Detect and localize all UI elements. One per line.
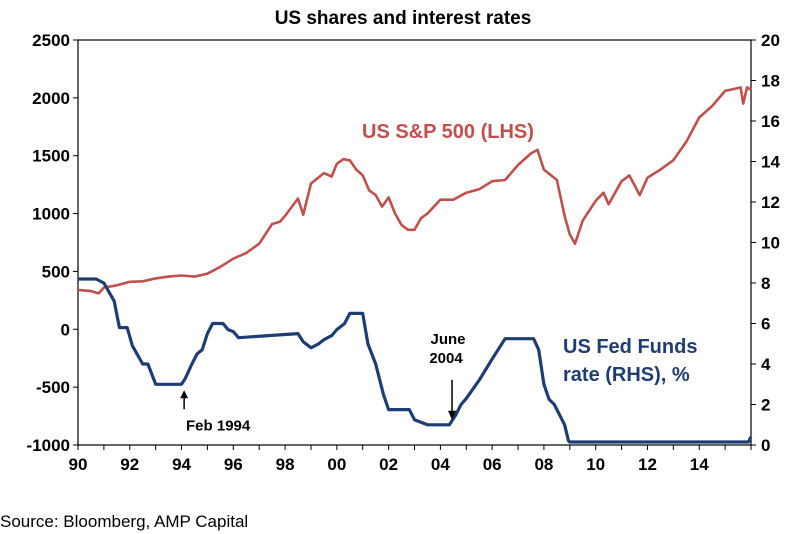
left-tick-label: -500 — [36, 378, 70, 397]
annotation-label: June — [431, 331, 466, 348]
left-tick-label: -1000 — [27, 436, 70, 455]
series-label-fed-funds-line1: US Fed Funds — [563, 336, 697, 358]
annotation-arrowhead — [180, 390, 189, 399]
x-tick-label: 04 — [431, 455, 450, 474]
annotations: Feb 1994 June 2004 — [180, 331, 466, 434]
right-tick-label: 4 — [761, 355, 771, 374]
left-tick-label: 1000 — [32, 205, 70, 224]
annotation-label: Feb 1994 — [186, 417, 251, 434]
right-tick-label: 16 — [761, 112, 780, 131]
x-tick-label: 94 — [172, 455, 191, 474]
series-label-fed-funds-line2: rate (RHS), % — [563, 364, 690, 386]
left-axis-ticks: 2500 2000 1500 1000 500 0 -500 -1000 — [27, 31, 78, 455]
right-tick-label: 8 — [761, 274, 770, 293]
series-layer — [77, 86, 753, 444]
x-tick-label: 08 — [534, 455, 553, 474]
right-tick-label: 14 — [761, 153, 780, 172]
series-label-sp500: US S&P 500 (LHS) — [362, 121, 534, 143]
annotation-label: 2004 — [429, 350, 463, 367]
x-tick-label: 90 — [69, 455, 88, 474]
right-tick-label: 10 — [761, 234, 780, 253]
left-tick-label: 2000 — [32, 89, 70, 108]
right-tick-label: 12 — [761, 193, 780, 212]
x-tick-label: 00 — [327, 455, 346, 474]
right-tick-label: 0 — [761, 436, 770, 455]
source-note: Source: Bloomberg, AMP Capital — [0, 512, 248, 531]
chart-title: US shares and interest rates — [275, 8, 532, 29]
x-tick-label: 02 — [379, 455, 398, 474]
sp500-line — [77, 86, 752, 295]
x-tick-label: 96 — [224, 455, 243, 474]
left-tick-label: 500 — [42, 262, 70, 281]
fed-funds-line — [78, 277, 753, 444]
annotation-arrowhead — [448, 410, 457, 420]
right-tick-label: 6 — [761, 315, 770, 334]
x-tick-label: 14 — [690, 455, 709, 474]
left-tick-label: 1500 — [32, 147, 70, 166]
x-tick-label: 98 — [276, 455, 295, 474]
right-tick-label: 2 — [761, 396, 770, 415]
x-tick-label: 92 — [120, 455, 139, 474]
left-tick-label: 0 — [61, 320, 70, 339]
left-tick-label: 2500 — [32, 31, 70, 50]
x-tick-label: 12 — [638, 455, 657, 474]
right-tick-label: 18 — [761, 72, 780, 91]
x-axis-ticks: 90 92 94 96 98 00 02 04 06 08 10 12 14 — [69, 445, 752, 474]
x-tick-label: 10 — [586, 455, 605, 474]
series-label-fed-funds: US Fed Funds rate (RHS), % — [563, 336, 697, 386]
x-tick-label: 06 — [483, 455, 502, 474]
right-tick-label: 20 — [761, 31, 780, 50]
